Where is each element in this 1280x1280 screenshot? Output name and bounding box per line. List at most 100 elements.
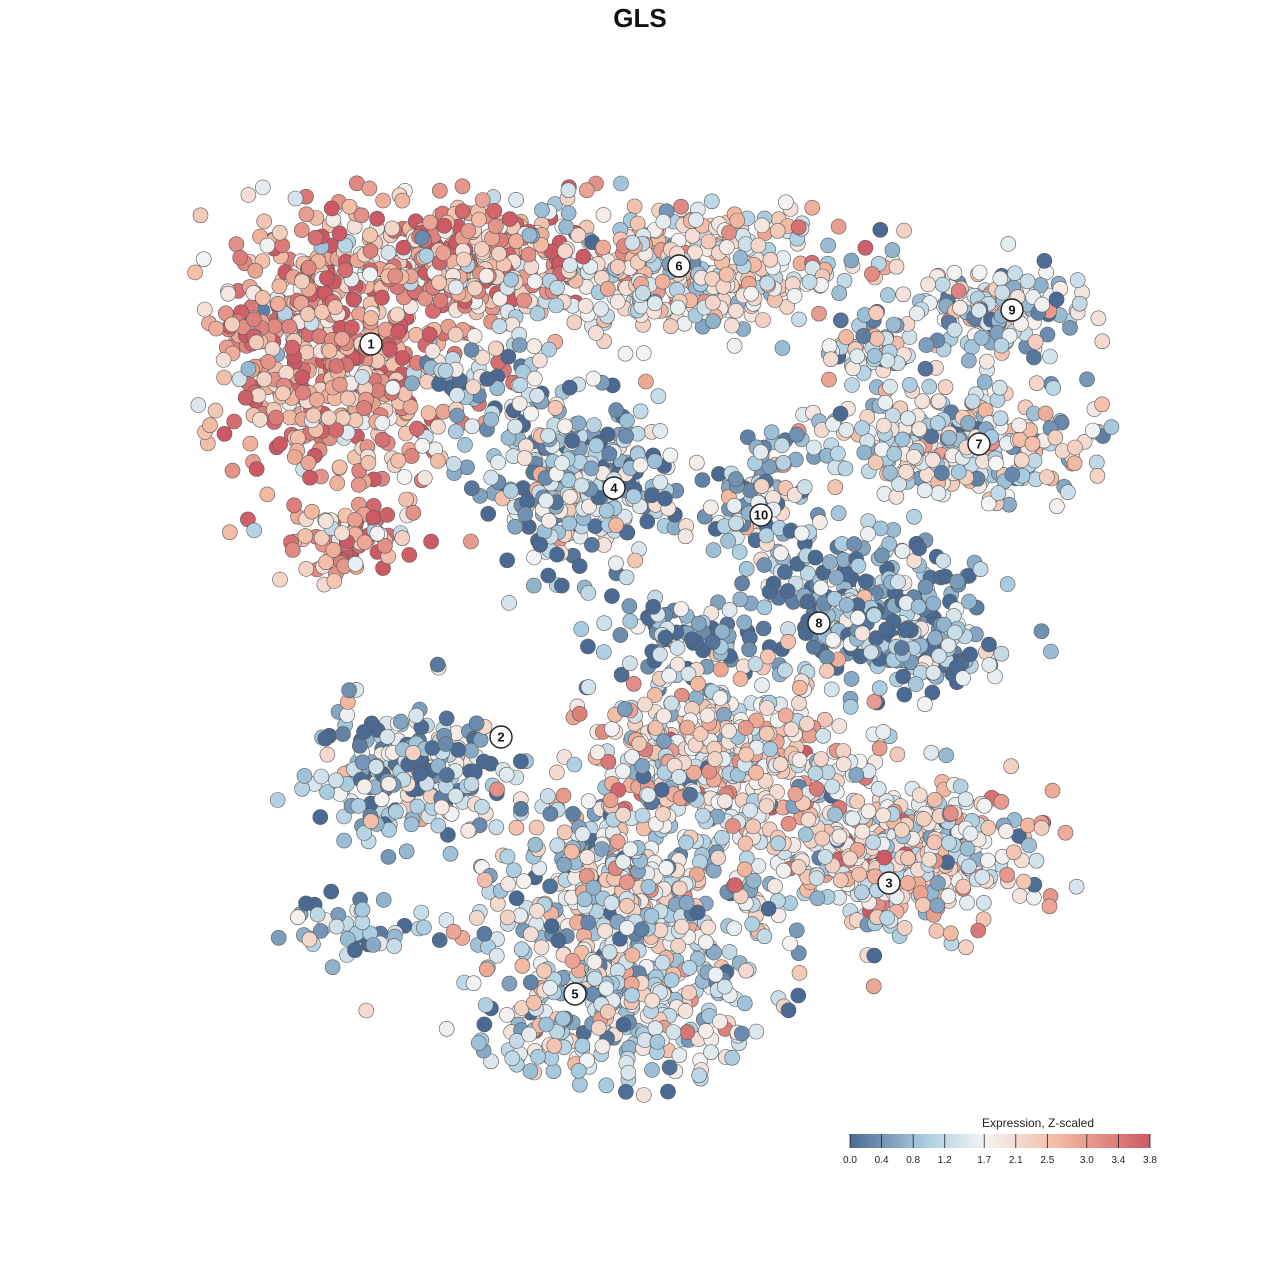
cell-point	[800, 811, 817, 828]
cell-point	[923, 744, 940, 761]
cell-point	[271, 224, 288, 241]
cell-point	[264, 340, 281, 357]
cell-point	[197, 301, 213, 318]
cell-point	[729, 212, 746, 229]
cell-point	[608, 402, 624, 418]
svg-text:4: 4	[610, 481, 618, 496]
cell-point	[994, 284, 1011, 301]
cell-point	[540, 427, 556, 444]
cell-point	[433, 799, 450, 816]
cell-point	[940, 637, 957, 654]
cell-point	[955, 878, 972, 895]
cell-point	[941, 835, 957, 851]
cell-point	[894, 431, 911, 448]
cell-point	[843, 252, 860, 269]
cell-point	[670, 299, 686, 316]
cell-point	[930, 485, 947, 501]
legend-tick-label: 1.2	[938, 1155, 952, 1166]
cell-point	[710, 849, 726, 866]
cell-point	[302, 469, 318, 486]
cell-point	[999, 866, 1015, 883]
cell-point	[702, 499, 719, 516]
cell-point	[347, 512, 363, 528]
cell-point	[777, 662, 793, 679]
cell-point	[465, 975, 482, 992]
cell-point	[813, 751, 829, 767]
cell-point	[583, 460, 600, 477]
cell-point	[732, 671, 749, 687]
cell-point	[1048, 291, 1065, 308]
cell-point	[431, 182, 448, 199]
cell-point	[438, 710, 455, 727]
cell-point	[574, 826, 591, 842]
cell-point	[800, 565, 816, 582]
cell-point	[490, 454, 506, 471]
cell-point	[881, 536, 897, 552]
cell-point	[560, 205, 577, 221]
cell-point	[842, 850, 858, 867]
cell-point	[615, 853, 632, 870]
cell-point	[532, 536, 549, 553]
cell-point	[1003, 758, 1019, 775]
cell-point	[414, 230, 431, 246]
cell-point	[955, 670, 971, 686]
cell-point	[655, 806, 671, 822]
cell-point	[304, 503, 320, 520]
cell-point	[328, 772, 344, 789]
cell-point	[560, 182, 577, 198]
cell-point	[580, 638, 596, 655]
cell-point	[870, 780, 887, 797]
cell-point	[508, 1033, 525, 1049]
cell-point	[612, 627, 629, 643]
svg-text:5: 5	[571, 987, 578, 1002]
cell-point	[635, 345, 652, 361]
cell-point	[921, 378, 938, 395]
cell-point	[880, 287, 896, 303]
cell-point	[635, 1087, 652, 1103]
cell-point	[721, 944, 738, 960]
cell-point	[692, 726, 709, 742]
cell-point	[388, 803, 404, 820]
cell-point	[619, 412, 635, 429]
cell-point	[260, 354, 277, 370]
cell-point	[593, 301, 609, 317]
cell-point	[758, 725, 775, 742]
cell-point	[1026, 349, 1042, 366]
cell-point	[224, 462, 241, 479]
cell-point	[588, 325, 604, 341]
cell-point	[449, 387, 465, 403]
cell-point	[759, 275, 776, 292]
cell-point	[752, 444, 769, 460]
cell-point	[328, 358, 345, 374]
cell-point	[347, 556, 364, 572]
cell-point	[1004, 466, 1021, 483]
cell-point	[832, 312, 849, 329]
cell-point	[432, 292, 449, 309]
scatter-points	[187, 175, 1120, 1103]
cell-point	[529, 387, 545, 404]
cell-point	[609, 833, 626, 850]
cell-point	[663, 972, 680, 988]
cell-point	[978, 353, 995, 370]
cell-point	[791, 679, 808, 696]
cell-point	[571, 705, 588, 722]
cell-point	[921, 851, 938, 868]
cell-point	[556, 856, 573, 873]
cell-point	[437, 736, 454, 752]
cell-point	[625, 675, 642, 692]
cell-point	[341, 198, 358, 215]
cell-point	[499, 909, 516, 926]
cell-point	[430, 817, 447, 834]
cell-point	[871, 680, 888, 697]
cell-point	[999, 576, 1016, 592]
svg-text:7: 7	[975, 437, 982, 452]
cell-point	[1103, 419, 1120, 435]
cell-point	[791, 311, 807, 328]
cell-point	[633, 921, 650, 938]
cell-point	[487, 340, 504, 357]
cell-point	[821, 371, 837, 388]
cell-point	[714, 829, 730, 846]
cell-point	[531, 352, 548, 369]
cell-point	[468, 715, 485, 732]
cell-point	[640, 787, 657, 803]
